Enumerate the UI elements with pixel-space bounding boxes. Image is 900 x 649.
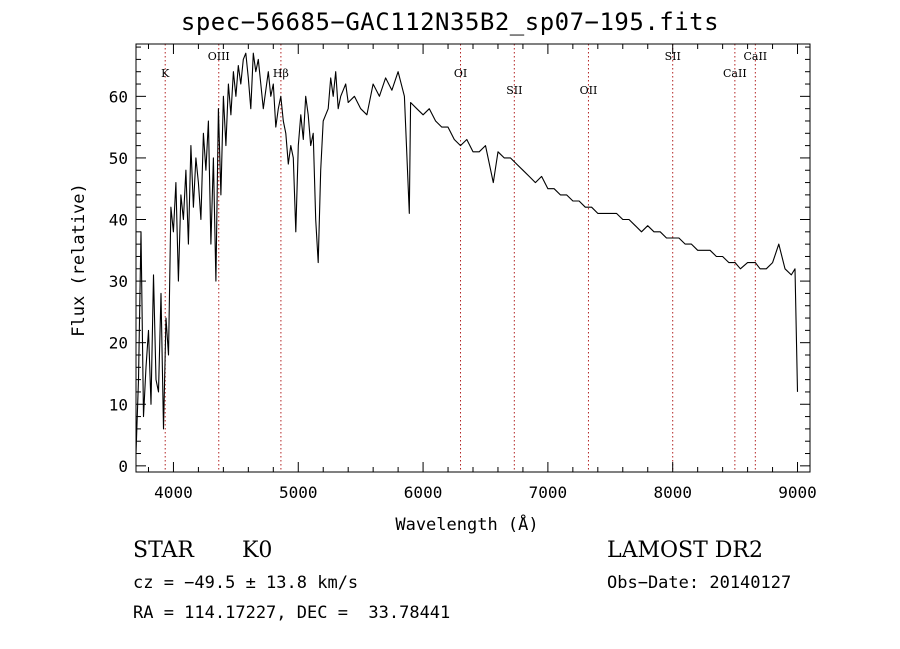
chart-title: spec−56685−GAC112N35B2_sp07−195.fits	[180, 8, 720, 36]
survey-name: LAMOST DR2	[607, 538, 763, 563]
x-tick-label: 4000	[154, 483, 193, 502]
redshift-velocity: cz = −49.5 ± 13.8 km/s	[133, 573, 359, 593]
x-tick-label: 6000	[404, 483, 443, 502]
x-tick-label: 7000	[529, 483, 568, 502]
line-label: OIII	[208, 50, 230, 63]
y-tick-label: 40	[109, 211, 128, 230]
line-label: CaII	[743, 50, 767, 63]
x-tick-label: 9000	[778, 483, 817, 502]
tick-labels: 4000 5000 6000 7000 8000 9000 0 10 20 30 40 50 60	[109, 87, 817, 502]
y-tick-label: 0	[118, 457, 128, 476]
plot-frame	[135, 43, 811, 473]
line-label: SII	[665, 50, 681, 63]
ra-dec-coordinates: RA = 114.17227, DEC = 33.78441	[133, 603, 451, 623]
y-tick-label: 60	[109, 87, 128, 106]
line-label: OII	[580, 84, 598, 97]
x-axis-label: Wavelength (Å)	[395, 513, 538, 535]
emission-line-markers: K OIII Hβ OI SII OII SII CaII CaII	[161, 44, 767, 472]
spectrum-line	[135, 52, 799, 454]
x-tick-label: 8000	[653, 483, 692, 502]
observation-date: Obs−Date: 20140127	[607, 573, 792, 593]
line-label: K	[161, 67, 170, 80]
line-label: CaII	[723, 67, 747, 80]
tick-marks	[136, 44, 810, 472]
line-label: OI	[454, 67, 467, 80]
spectrum-series	[135, 52, 799, 454]
line-label: Hβ	[273, 67, 289, 80]
object-subclass: K0	[242, 538, 273, 563]
object-class: STAR	[133, 538, 194, 563]
plot-axes	[135, 43, 811, 473]
line-label: SII	[506, 84, 522, 97]
y-tick-label: 50	[109, 149, 128, 168]
x-tick-label: 5000	[279, 483, 318, 502]
y-tick-label: 10	[109, 395, 128, 414]
y-axis-label: Flux (relative)	[69, 183, 89, 337]
y-tick-label: 20	[109, 334, 128, 353]
y-tick-label: 30	[109, 272, 128, 291]
